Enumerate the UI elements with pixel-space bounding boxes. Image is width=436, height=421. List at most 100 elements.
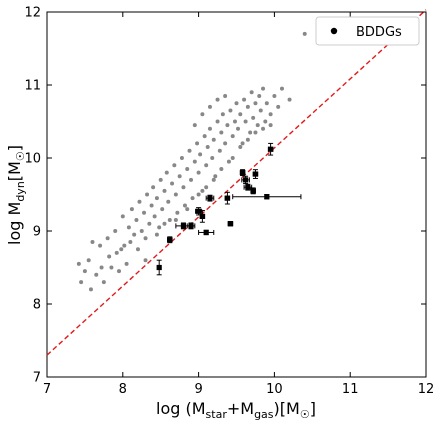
x-tick-label: 11 bbox=[342, 382, 359, 397]
background-point bbox=[182, 203, 187, 208]
background-point bbox=[253, 130, 258, 135]
y-tick-label: 12 bbox=[24, 6, 41, 21]
bddg-marker bbox=[227, 221, 234, 227]
bddg-point bbox=[198, 229, 215, 236]
background-point bbox=[82, 269, 87, 274]
bddg-point bbox=[186, 222, 196, 230]
bddg-marker bbox=[264, 194, 270, 200]
background-point bbox=[177, 174, 182, 179]
background-point bbox=[139, 229, 144, 233]
background-point bbox=[137, 199, 142, 204]
background-point bbox=[86, 258, 91, 263]
bddg-point bbox=[250, 187, 256, 195]
background-point bbox=[142, 210, 147, 215]
x-tick-label: 10 bbox=[266, 382, 283, 397]
background-point bbox=[232, 119, 237, 124]
background-points-layer bbox=[76, 31, 307, 292]
bddg-marker bbox=[250, 188, 256, 194]
background-point bbox=[105, 236, 110, 241]
background-point bbox=[190, 196, 195, 201]
background-point bbox=[205, 145, 210, 150]
background-point bbox=[220, 112, 225, 117]
background-point bbox=[99, 265, 104, 270]
background-point bbox=[170, 181, 175, 186]
background-point bbox=[215, 97, 220, 102]
bddg-marker bbox=[242, 177, 249, 183]
background-point bbox=[200, 112, 205, 117]
background-point bbox=[302, 31, 307, 36]
bddg-marker bbox=[207, 195, 213, 201]
background-point bbox=[88, 287, 93, 292]
bddg-point bbox=[205, 194, 215, 202]
background-point bbox=[90, 239, 95, 244]
background-point bbox=[223, 141, 228, 146]
background-point bbox=[263, 119, 268, 124]
background-point bbox=[219, 166, 224, 171]
background-point bbox=[185, 166, 190, 171]
bddg-marker bbox=[245, 184, 251, 190]
background-point bbox=[173, 218, 178, 223]
bddg-points-layer bbox=[156, 142, 302, 276]
background-point bbox=[245, 137, 250, 142]
background-point bbox=[219, 130, 224, 135]
bddg-marker bbox=[180, 223, 187, 229]
background-point bbox=[120, 214, 125, 219]
bddg-point bbox=[199, 210, 206, 223]
background-point bbox=[154, 232, 159, 237]
background-point bbox=[245, 104, 250, 109]
background-point bbox=[276, 104, 281, 109]
background-point bbox=[128, 239, 133, 244]
x-tick-label: 9 bbox=[194, 382, 202, 397]
bddg-point bbox=[239, 169, 246, 177]
background-point bbox=[223, 93, 228, 98]
background-point bbox=[175, 210, 180, 215]
background-point bbox=[135, 247, 140, 252]
background-point bbox=[204, 163, 209, 168]
bddg-point bbox=[243, 183, 253, 191]
bddg-point bbox=[241, 175, 250, 185]
background-point bbox=[272, 93, 277, 98]
background-point bbox=[79, 280, 84, 285]
bddg-point bbox=[167, 236, 173, 244]
background-point bbox=[101, 280, 106, 285]
background-point bbox=[230, 156, 235, 160]
legend-marker bbox=[330, 27, 338, 35]
background-point bbox=[162, 188, 167, 193]
bddg-point bbox=[232, 194, 302, 200]
background-point bbox=[238, 112, 243, 117]
background-point bbox=[210, 156, 215, 160]
y-tick-label: 10 bbox=[24, 152, 41, 167]
background-point bbox=[230, 134, 235, 139]
background-point bbox=[257, 93, 262, 98]
x-tick-label: 12 bbox=[418, 382, 435, 397]
background-point bbox=[164, 170, 169, 175]
background-point bbox=[189, 177, 194, 182]
background-point bbox=[279, 86, 284, 91]
background-point bbox=[213, 174, 218, 179]
background-point bbox=[242, 97, 247, 102]
background-point bbox=[196, 170, 201, 175]
background-point bbox=[149, 203, 154, 208]
background-point bbox=[228, 108, 233, 113]
bddg-marker bbox=[268, 146, 274, 152]
background-point bbox=[211, 137, 216, 142]
background-point bbox=[117, 269, 122, 274]
background-point bbox=[119, 247, 124, 252]
background-point bbox=[179, 156, 184, 160]
background-point bbox=[217, 148, 222, 153]
bddg-point bbox=[227, 221, 234, 227]
reference-line bbox=[46, 9, 427, 356]
x-axis-title: log (Mstar+Mgas)[M☉] bbox=[156, 399, 316, 421]
background-point bbox=[251, 115, 256, 120]
background-point bbox=[98, 243, 103, 248]
background-point bbox=[196, 192, 201, 197]
x-axis-ticks: 7 8 9 10 11 12 bbox=[43, 12, 434, 397]
background-point bbox=[134, 218, 139, 223]
background-point bbox=[192, 159, 197, 164]
background-point bbox=[162, 221, 167, 226]
background-point bbox=[264, 101, 269, 106]
background-point bbox=[200, 188, 205, 193]
background-point bbox=[236, 126, 241, 131]
background-point bbox=[215, 119, 220, 124]
background-point bbox=[192, 123, 197, 128]
